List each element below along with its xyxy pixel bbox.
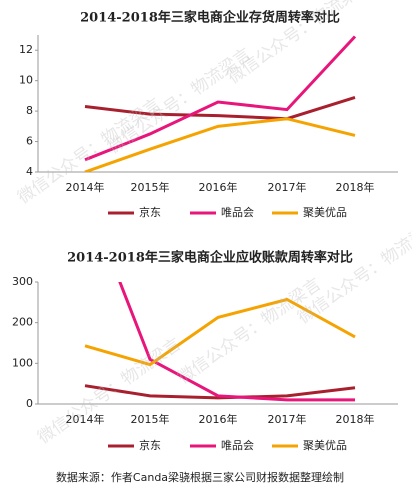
watermark: 微信公众号：物流梁言 [104, 44, 255, 158]
y-tick-label: 10 [19, 74, 33, 87]
watermark: 微信公众号：物流梁言 [294, 214, 412, 328]
series-line [84, 297, 356, 367]
legend-label: 京东 [139, 205, 161, 219]
x-tick-label: 2016年 [199, 412, 238, 426]
y-tick-label: 8 [26, 104, 33, 117]
series-line [84, 117, 356, 172]
x-tick-label: 2017年 [268, 180, 307, 194]
y-tick-label: 4 [26, 165, 33, 178]
legend-label: 唯品会 [221, 439, 254, 452]
legend-label: 聚美优品 [303, 439, 347, 452]
x-tick-label: 2015年 [131, 180, 170, 194]
y-tick-label: 0 [26, 397, 33, 410]
legend-label: 京东 [139, 438, 161, 452]
legend-label: 聚美优品 [303, 206, 347, 219]
y-tick-label: 300 [12, 275, 33, 288]
y-tick-label: 6 [26, 135, 33, 148]
y-tick-label: 100 [12, 356, 33, 369]
y-tick-label: 12 [19, 43, 33, 56]
series-line [84, 384, 356, 400]
legend-label: 唯品会 [221, 206, 254, 219]
chart-title: 2014-2018年三家电商企业存货周转率对比 [80, 10, 340, 26]
x-tick-label: 2018年 [336, 180, 375, 194]
series-line [84, 95, 356, 121]
x-tick-label: 2014年 [66, 412, 105, 426]
x-tick-label: 2018年 [336, 412, 375, 426]
plot [84, 35, 357, 172]
plot [84, 282, 356, 402]
source: 数据来源：作者Canda梁骁根据三家公司财报数据整理绘制 [56, 470, 344, 484]
chart-title: 2014-2018年三家电商企业应收账款周转率对比 [67, 250, 353, 266]
y-tick-label: 200 [12, 316, 33, 329]
series-line [118, 282, 355, 402]
series-line [84, 35, 357, 162]
x-tick-label: 2014年 [66, 180, 105, 194]
x-tick-label: 2015年 [131, 412, 170, 426]
x-tick-label: 2016年 [199, 180, 238, 194]
x-tick-label: 2017年 [268, 412, 307, 426]
